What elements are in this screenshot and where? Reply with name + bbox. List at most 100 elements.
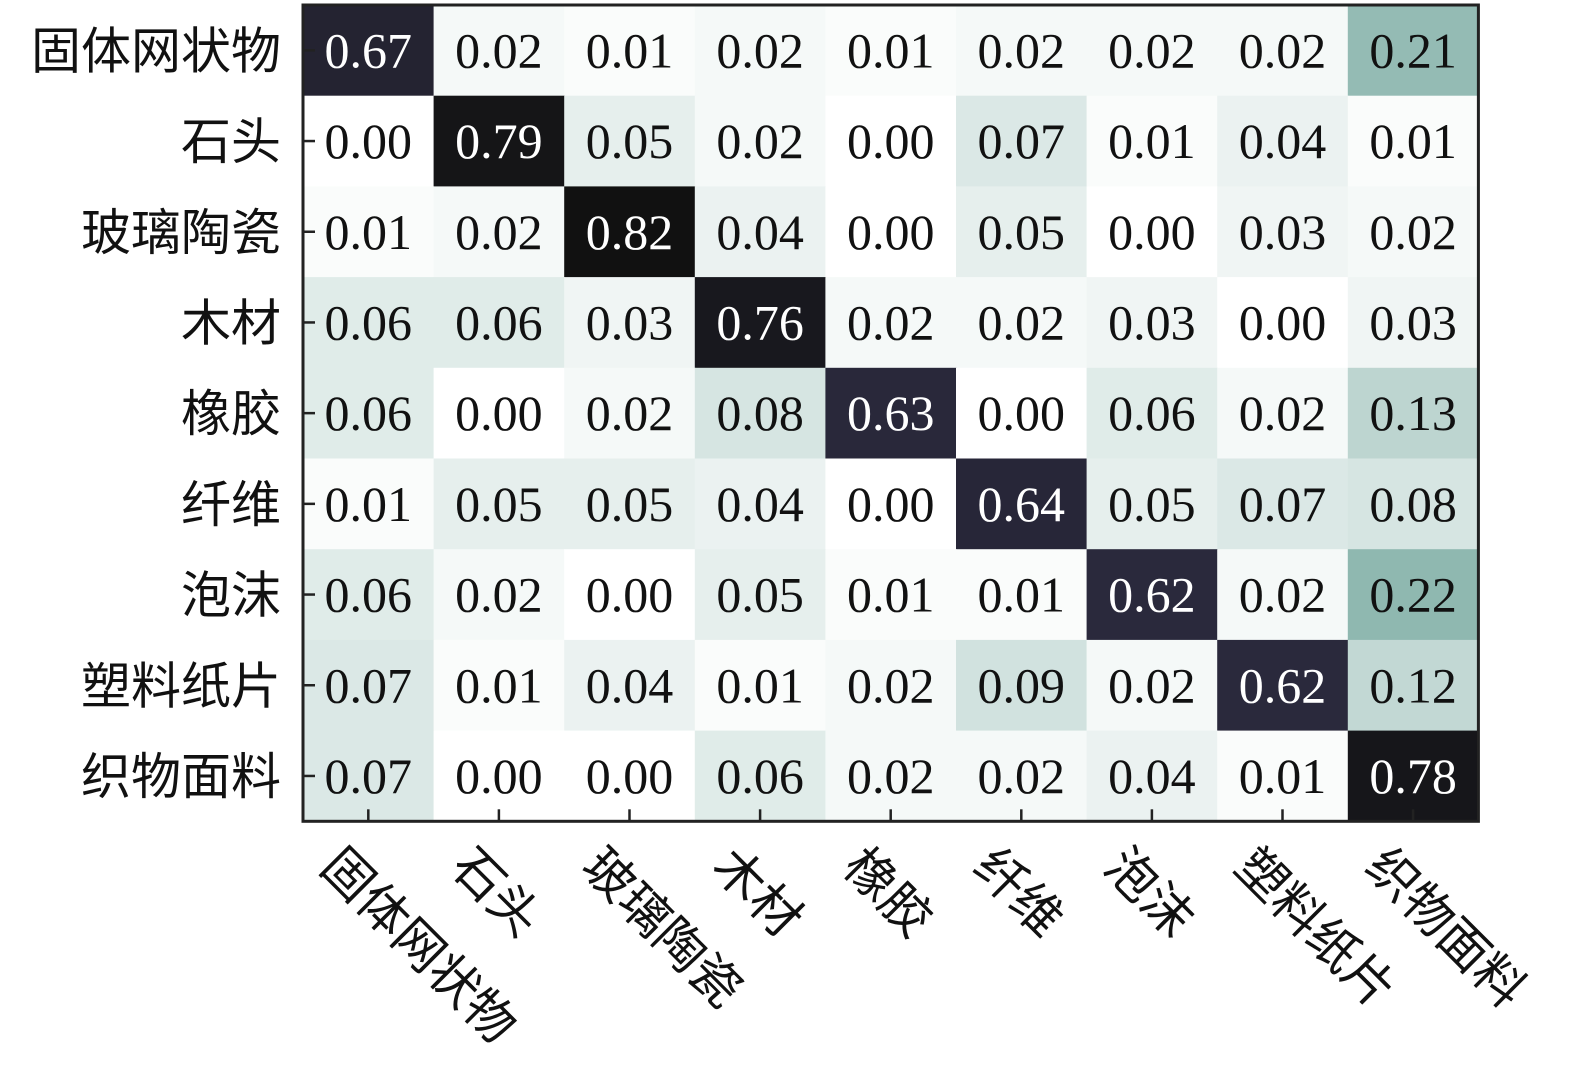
heatmap-cell [564,5,696,97]
cell-value-label: 0.00 [847,204,935,260]
cell-value-label: 0.05 [1108,476,1196,532]
cell-value-label: 0.06 [1108,385,1196,441]
cell-value-label: 0.79 [455,113,543,169]
heatmap-cell [433,186,565,278]
cell-value-label: 0.64 [978,476,1066,532]
heatmap-cell [1347,367,1479,460]
heatmap-cell [1217,458,1349,550]
cell-value-label: 0.08 [1369,476,1457,532]
cell-value-label: 0.01 [847,22,935,78]
heatmap-cell [1217,277,1349,369]
heatmap-cell [694,277,826,369]
cell-value-label: 0.06 [455,294,543,350]
cell-value-label: 0.04 [716,204,804,260]
heatmap-cell [956,458,1088,550]
heatmap-cell [1217,5,1349,97]
heatmap-cell [303,549,435,641]
heatmap-cell [694,5,826,97]
heatmap-cell [694,186,826,278]
cell-value-label: 0.03 [1369,294,1457,350]
x-tick-label: 石头 [440,837,552,949]
cell-value-label: 0.04 [586,657,674,713]
cell-value-label: 0.78 [1369,748,1457,804]
heatmap-cell [956,95,1088,187]
cell-value-label: 0.02 [847,748,935,804]
heatmap-cell [825,730,957,822]
cell-value-label: 0.00 [847,476,935,532]
cell-value-label: 0.62 [1108,567,1196,623]
heatmap-cell [956,549,1088,641]
cell-value-label: 0.02 [586,385,674,441]
heatmap-cell [1347,95,1479,187]
heatmap-cell [433,277,565,369]
heatmap-cell [956,186,1088,278]
heatmap-cell [564,730,696,822]
heatmap-cell [564,367,696,460]
heatmap-cell [825,367,957,460]
heatmap-cell [1217,367,1349,460]
heatmap-cell [303,277,435,369]
cell-value-label: 0.01 [325,204,413,260]
heatmap-cell [825,5,957,97]
heatmap-cell [956,730,1088,822]
heatmap-cell [825,639,957,732]
cell-value-label: 0.05 [716,567,804,623]
heatmap-cell [564,186,696,278]
cell-value-label: 0.67 [325,22,413,78]
heatmap-cell [303,639,435,732]
cell-value-label: 0.00 [1239,294,1327,350]
heatmap-cell [1347,639,1479,732]
heatmap-cell [1086,458,1218,550]
cell-value-label: 0.00 [455,748,543,804]
heatmap-cell-labels: 0.67 0.02 0.01 0.02 0.01 0.02 0.02 0.02 0.21 0.00… [325,22,1457,804]
cell-value-label: 0.02 [455,204,543,260]
heatmap-cells [303,5,1479,822]
cell-value-label: 0.06 [325,567,413,623]
y-tick-label: 泡沫 [181,567,281,625]
cell-value-label: 0.13 [1369,385,1457,441]
y-tick-label: 塑料纸片 [81,657,281,715]
heatmap-cell [433,549,565,641]
heatmap-cell [956,367,1088,460]
cell-value-label: 0.00 [455,385,543,441]
heatmap-cell [564,277,696,369]
heatmap-cell [1086,549,1218,641]
heatmap-cell [303,367,435,460]
heatmap-cell [1217,549,1349,641]
heatmap-cell [825,549,957,641]
cell-value-label: 0.05 [455,476,543,532]
heatmap-cell [694,639,826,732]
heatmap-cell [956,639,1088,732]
cell-value-label: 0.07 [978,113,1066,169]
heatmap-cell [303,5,435,97]
heatmap-cell [433,639,565,732]
heatmap-cell [433,458,565,550]
cell-value-label: 0.04 [1239,113,1327,169]
y-tick-label: 玻璃陶瓷 [81,204,281,262]
heatmap-cell [564,458,696,550]
heatmap-cell [303,458,435,550]
x-tick-label: 纤维 [963,837,1075,949]
heatmap-cell [1347,5,1479,97]
cell-value-label: 0.02 [1108,657,1196,713]
heatmap-cell [1086,95,1218,187]
cell-value-label: 0.06 [325,385,413,441]
cell-value-label: 0.06 [325,294,413,350]
cell-value-label: 0.02 [847,294,935,350]
cell-value-label: 0.01 [978,567,1066,623]
cell-value-label: 0.00 [586,748,674,804]
heatmap-cell [564,639,696,732]
heatmap-cell [1086,277,1218,369]
cell-value-label: 0.01 [716,657,804,713]
cell-value-label: 0.76 [716,294,804,350]
heatmap-cell [1347,458,1479,550]
heatmap-cell [694,458,826,550]
cell-value-label: 0.00 [847,113,935,169]
y-tick-label: 石头 [181,113,281,171]
heatmap-cell [694,95,826,187]
heatmap-cell [433,5,565,97]
cell-value-label: 0.63 [847,385,935,441]
cell-value-label: 0.02 [1108,22,1196,78]
cell-value-label: 0.02 [455,567,543,623]
